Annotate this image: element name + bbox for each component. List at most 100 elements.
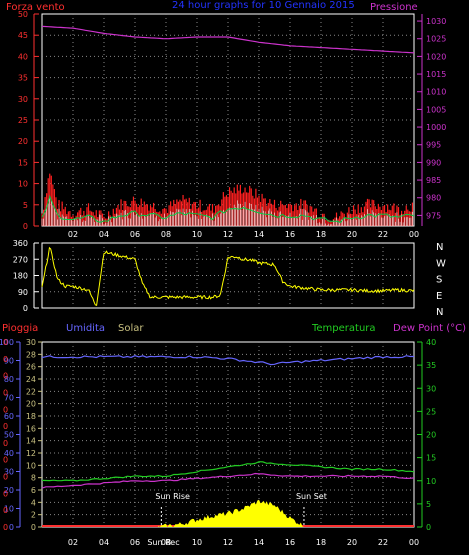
rain-tick-label: 0 (3, 489, 8, 498)
solar-area (158, 499, 306, 527)
pressure-tick-label: 1010 (426, 88, 446, 97)
wind-average-line (41, 194, 415, 224)
solar-tick-label: 24 (26, 375, 36, 384)
x-tick-label: 04 (99, 230, 109, 239)
temperature-axis-label: Temperatura (311, 323, 376, 334)
rain-axis-label: Pioggia (2, 323, 38, 334)
x-tick-label: 10 (192, 230, 202, 239)
x-tick-label: 04 (99, 538, 109, 547)
humidity-temperature-panel: 0102030405060708090100024681012141618202… (0, 338, 436, 547)
wind-tick-label: 15 (18, 158, 28, 167)
humidity-tick-label: 40 (4, 449, 14, 458)
humidity-tick-label: 20 (4, 486, 14, 495)
x-tick-label: 12 (223, 230, 233, 239)
pressure-tick-label: 985 (426, 176, 441, 185)
rain-tick-label: 0 (3, 506, 8, 515)
wind-direction-line (41, 246, 415, 306)
wind-tick-label: 20 (18, 137, 28, 146)
x-tick-label: 00 (409, 538, 419, 547)
sunset-label: Sun Set (296, 492, 327, 501)
pressure-tick-label: 1015 (426, 70, 446, 79)
humidity-tick-label: 90 (4, 357, 14, 366)
solar-tick-label: 6 (31, 486, 36, 495)
temperature-tick-label: 25 (426, 407, 436, 416)
x-tick-label: 14 (254, 230, 264, 239)
dir-tick-label: 360 (13, 239, 28, 248)
temperature-tick-label: 10 (426, 477, 436, 486)
x-tick-label: 10 (192, 538, 202, 547)
rain-tick-label: 0 (3, 456, 8, 465)
x-tick-label: 14 (254, 538, 264, 547)
pressure-tick-label: 1025 (426, 35, 446, 44)
x-tick-label: 16 (285, 230, 295, 239)
temperature-tick-label: 0 (426, 523, 431, 532)
wind-tick-label: 5 (23, 201, 28, 210)
pressure-tick-label: 980 (426, 194, 441, 203)
humidity-tick-label: 60 (4, 412, 14, 421)
temperature-tick-label: 30 (426, 384, 436, 393)
dir-tick-label: 180 (13, 272, 28, 281)
rain-tick-label: 0 (3, 523, 8, 532)
pressure-line (41, 25, 415, 54)
x-tick-label: 18 (316, 230, 326, 239)
pressure-tick-label: 990 (426, 158, 441, 167)
temperature-tick-label: 5 (426, 500, 431, 509)
chart-title: 24 hour graphs for 10 Gennaio 2015 (172, 0, 355, 11)
pressure-tick-label: 995 (426, 141, 441, 150)
humidity-tick-label: 0 (9, 523, 14, 532)
temperature-line (41, 461, 415, 482)
x-tick-label: 22 (378, 230, 388, 239)
rain-tick-label: 0 (3, 405, 8, 414)
humidity-line (41, 355, 414, 366)
x-tick-label: 18 (316, 538, 326, 547)
sunrise-label: Sun Rise (155, 492, 190, 501)
sunrec-label: Sun Rec (147, 538, 179, 547)
wind-pressure-panel: 0510152025303540455097598098599099510001… (18, 10, 447, 239)
solar-tick-label: 2 (31, 511, 36, 520)
pressure-tick-label: 1020 (426, 52, 446, 61)
pressure-tick-label: 1000 (426, 123, 446, 132)
cardinal-label: E (436, 291, 442, 302)
wind-tick-label: 25 (18, 116, 28, 125)
temperature-tick-label: 35 (426, 361, 436, 370)
humidity-tick-label: 80 (4, 375, 14, 384)
temperature-tick-label: 20 (426, 431, 436, 440)
solar-tick-label: 0 (31, 523, 36, 532)
wind-tick-label: 45 (18, 31, 28, 40)
x-tick-label: 12 (223, 538, 233, 547)
solar-tick-label: 20 (26, 400, 36, 409)
solar-tick-label: 26 (26, 363, 36, 372)
wind-tick-label: 40 (18, 52, 28, 61)
wind-tick-label: 30 (18, 95, 28, 104)
x-tick-label: 06 (130, 538, 140, 547)
x-tick-label: 02 (68, 538, 78, 547)
wind-tick-label: 35 (18, 74, 28, 83)
humidity-axis-label: Umidita (66, 323, 105, 334)
solar-tick-label: 28 (26, 350, 36, 359)
rain-tick-label: 0 (3, 338, 8, 347)
solar-tick-label: 16 (26, 424, 36, 433)
solar-tick-label: 12 (26, 449, 36, 458)
x-tick-label: 02 (68, 230, 78, 239)
dewpoint-line (41, 472, 415, 489)
cardinal-label: W (436, 258, 446, 269)
dir-tick-label: 0 (23, 304, 28, 313)
x-tick-label: 06 (130, 230, 140, 239)
rain-tick-label: 0 (3, 388, 8, 397)
x-tick-label: 20 (347, 230, 357, 239)
wind-tick-label: 10 (18, 180, 28, 189)
rain-tick-label: 0 (3, 355, 8, 364)
dir-tick-label: 270 (13, 255, 28, 264)
temperature-tick-label: 15 (426, 454, 436, 463)
solar-tick-label: 22 (26, 387, 36, 396)
pressure-tick-label: 975 (426, 211, 441, 220)
pressure-axis-label: Pressione (370, 2, 418, 13)
humidity-tick-label: 30 (4, 468, 14, 477)
x-tick-label: 08 (161, 538, 171, 547)
solar-tick-label: 10 (26, 461, 36, 470)
pressure-tick-label: 1030 (426, 17, 446, 26)
rain-tick-label: 0 (3, 422, 8, 431)
humidity-tick-label: 70 (4, 394, 14, 403)
cardinal-label: N (436, 307, 443, 318)
cardinal-label: N (436, 242, 443, 253)
